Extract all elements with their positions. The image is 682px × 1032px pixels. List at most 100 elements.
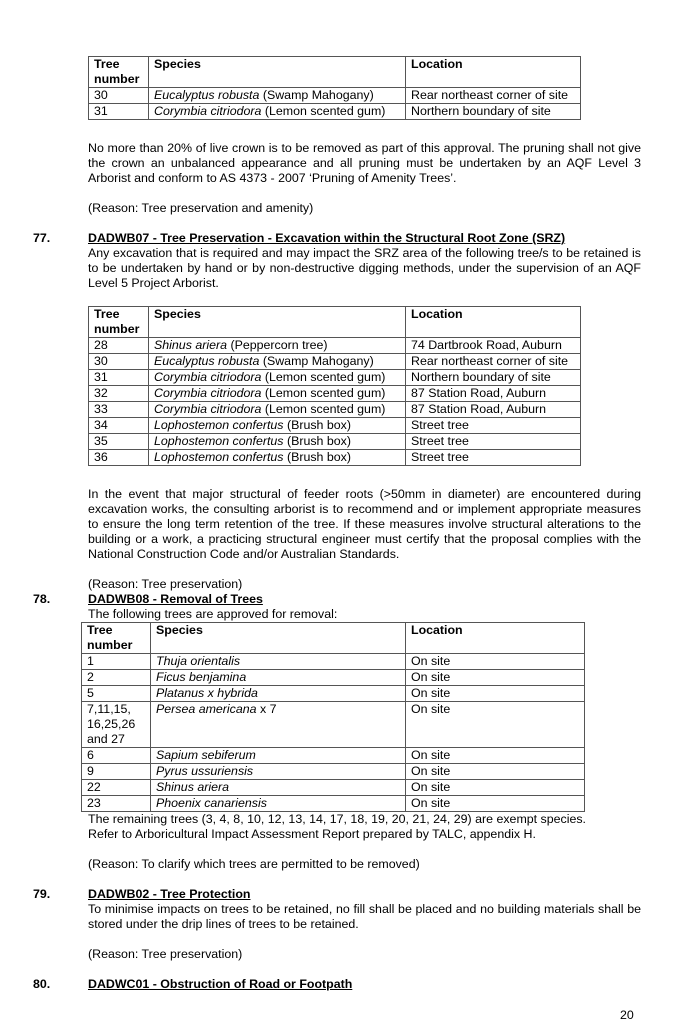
species-name: Sapium sebiferum [156,748,256,762]
tree-number-cell: 33 [88,401,149,418]
tree-number-cell: 23 [81,795,151,812]
species-name: Corymbia citriodora [154,370,262,384]
species-cell: Eucalyptus robusta (Swamp Mahogany) [148,353,406,370]
col-tree-number: Tree number [88,306,149,338]
pruning-text: No more than 20% of live crown is to be … [88,141,641,185]
tree-number-cell: 30 [88,87,149,104]
tree-number-cell: 36 [88,449,149,466]
species-cell: Eucalyptus robusta (Swamp Mahogany) [148,87,406,104]
col-location: Location [405,306,581,338]
page-number: 20 [620,1008,634,1022]
pruning-reason: (Reason: Tree preservation and amenity) [88,201,314,215]
species-name: Shinus ariera [156,780,230,794]
tree-number-cell: 35 [88,433,149,450]
table-row: 30 Eucalyptus robusta (Swamp Mahogany) Rea… [88,353,581,370]
condition-heading: DADWB07 - Tree Preservation - Excavation… [88,231,566,245]
species-name: Lophostemon confertus [154,434,284,448]
location-cell: 74 Dartbrook Road, Auburn [405,337,581,354]
condition-text: In the event that major structural of fe… [88,487,641,561]
species-name: Corymbia citriodora [154,386,262,400]
species-cell: Thuja orientalis [150,653,406,670]
location-cell: 87 Station Road, Auburn [405,401,581,418]
table-row: 36 Lophostemon confertus (Brush box) Stree… [88,449,581,466]
table-row: 23 Phoenix canariensis On site [81,795,585,812]
location-cell: On site [405,779,585,796]
location-cell: Street tree [405,449,581,466]
common-name: (Brush box) [283,450,351,464]
condition-heading: DADWB02 - Tree Protection [88,887,251,901]
location-cell: Northern boundary of site [405,369,581,386]
species-name: Corymbia citriodora [154,104,262,118]
location-cell: On site [405,701,585,748]
table-row: 31 Corymbia citriodora (Lemon scented gum… [88,369,581,386]
condition-79: 79. DADWB02 - Tree Protection To minimis… [33,887,641,962]
common-name: (Swamp Mahogany) [259,354,374,368]
species-name: Lophostemon confertus [154,450,284,464]
location-cell: Rear northeast corner of site [405,87,581,104]
table-row: 7,11,15, 16,25,26 and 27 Persea americana… [81,701,585,748]
condition-heading: DADWC01 - Obstruction of Road or Footpat… [88,977,353,991]
common-name: (Swamp Mahogany) [259,88,374,102]
condition-80: 80. DADWC01 - Obstruction of Road or Foo… [33,977,641,992]
col-species: Species [150,622,406,654]
species-cell: Shinus ariera [150,779,406,796]
col-tree-number: Tree number [81,622,151,654]
species-cell: Persea americana x 7 [150,701,406,748]
common-name: (Peppercorn tree) [227,338,328,352]
location-cell: On site [405,685,585,702]
species-cell: Lophostemon confertus (Brush box) [148,417,406,434]
tree-number-cell: 7,11,15, 16,25,26 and 27 [81,701,151,748]
condition-77: 77. DADWB07 - Tree Preservation - Excava… [33,231,641,592]
table-row: 5 Platanus x hybrida On site [81,685,585,702]
condition-reason: (Reason: To clarify which trees are perm… [88,857,420,871]
location-cell: Street tree [405,433,581,450]
col-species: Species [148,306,406,338]
table-row: 2 Ficus benjamina On site [81,669,585,686]
remaining-trees-text: The remaining trees (3, 4, 8, 10, 12, 13… [88,812,586,826]
common-name: (Brush box) [283,418,351,432]
condition-text: To minimise impacts on trees to be retai… [88,902,641,931]
species-name: Pyrus ussuriensis [156,764,254,778]
condition-text: Any excavation that is required and may … [88,246,641,290]
common-name: (Lemon scented gum) [261,370,386,384]
species-name: Persea americana [156,702,257,716]
species-cell: Shinus ariera (Peppercorn tree) [148,337,406,354]
species-cell: Corymbia citriodora (Lemon scented gum) [148,401,406,418]
location-cell: Northern boundary of site [405,103,581,120]
table-row: 33 Corymbia citriodora (Lemon scented gum… [88,401,581,418]
table-row: 22 Shinus ariera On site [81,779,585,796]
table-row: 28 Shinus ariera (Peppercorn tree) 74 Dart… [88,337,581,354]
srz-table: Tree number Species Location 28 Shinus ar… [88,306,581,466]
common-name: (Lemon scented gum) [261,402,386,416]
common-name: (Brush box) [283,434,351,448]
tree-number-cell: 5 [81,685,151,702]
species-name: Thuja orientalis [156,654,241,668]
tree-number-cell: 34 [88,417,149,434]
condition-number: 79. [33,887,51,901]
col-tree-number: Tree number [88,56,149,88]
species-name: Eucalyptus robusta [154,88,260,102]
condition-intro: The following trees are approved for rem… [88,607,338,621]
condition-number: 77. [33,231,51,245]
species-cell: Pyrus ussuriensis [150,763,406,780]
table-row: 31 Corymbia citriodora (Lemon scented gum… [88,103,581,120]
species-name: Phoenix canariensis [156,796,267,810]
location-cell: On site [405,795,585,812]
tree-number-cell: 1 [81,653,151,670]
species-cell: Sapium sebiferum [150,747,406,764]
condition-reason: (Reason: Tree preservation) [88,947,243,961]
species-cell: Lophostemon confertus (Brush box) [148,433,406,450]
species-name: Corymbia citriodora [154,402,262,416]
location-cell: 87 Station Road, Auburn [405,385,581,402]
species-cell: Lophostemon confertus (Brush box) [148,449,406,466]
table-row: 9 Pyrus ussuriensis On site [81,763,585,780]
species-cell: Ficus benjamina [150,669,406,686]
condition-heading: DADWB08 - Removal of Trees [88,592,263,606]
tree-number-cell: 31 [88,369,149,386]
table-row: 35 Lophostemon confertus (Brush box) Stree… [88,433,581,450]
location-cell: Rear northeast corner of site [405,353,581,370]
removal-table: Tree number Species Location 1 Thuja orie… [81,622,585,812]
pruning-table: Tree number Species Location 30 Eucalyptu… [88,56,581,120]
refer-text: Refer to Arboricultural Impact Assessmen… [88,827,536,841]
table-row: 30 Eucalyptus robusta (Swamp Mahogany) Rea… [88,87,581,104]
